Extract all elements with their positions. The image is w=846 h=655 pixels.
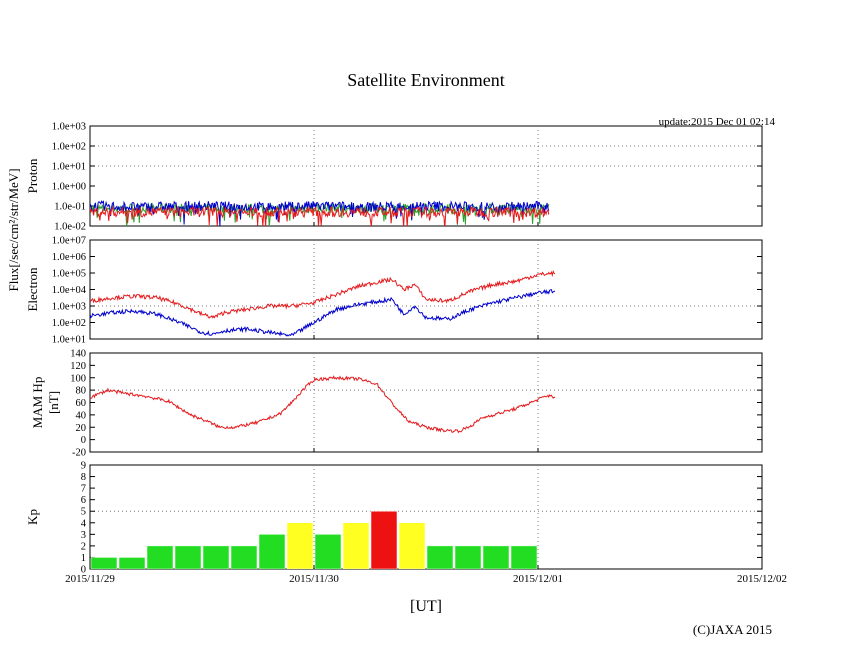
y-tick-label: 1 — [81, 553, 86, 564]
y-tick-label: 3 — [81, 530, 86, 541]
x-tick-label: 2015/11/30 — [289, 573, 339, 585]
kp-bar — [314, 534, 342, 569]
series-electron-high — [90, 288, 556, 337]
y-tick-label: 1.0e+01 — [52, 335, 86, 346]
panel-frame — [89, 464, 763, 570]
update-timestamp: update:2015 Dec 01 02:14 — [659, 116, 776, 128]
y-tick-label: 5 — [81, 507, 86, 518]
copyright-text: (C)JAXA 2015 — [693, 622, 772, 637]
y-axis-label: Proton — [25, 158, 40, 193]
y-tick-label: 9 — [81, 461, 86, 472]
y-tick-label: 1.0e+06 — [52, 252, 86, 263]
y-tick-label: 40 — [76, 410, 87, 421]
y-tick-label: 1.0e+01 — [52, 162, 86, 173]
y-tick-label: 6 — [81, 495, 86, 506]
panel-electron: 1.0e+01 1.0e+02 1.0e+03 1.0e+04 1.0e+05 1.0e+… — [25, 236, 763, 346]
kp-bar — [146, 545, 174, 569]
y-tick-label: 8 — [81, 472, 86, 483]
y-tick-label: 2 — [81, 541, 86, 552]
y-tick-label: 7 — [81, 484, 86, 495]
kp-bar — [398, 522, 426, 569]
panel-data — [90, 510, 538, 569]
y-axis-unit-label: [nT] — [46, 391, 61, 414]
kp-bar — [426, 545, 454, 569]
y-tick-label: 0 — [81, 435, 86, 446]
kp-bar — [230, 545, 258, 569]
y-tick-label: 0 — [81, 565, 86, 576]
kp-bar — [370, 510, 398, 569]
panel-data — [90, 200, 550, 226]
flux-axis-label: Flux[/sec/cm²/str/MeV] — [6, 168, 21, 291]
y-tick-label: 1.0e+03 — [52, 122, 86, 133]
kp-bar — [118, 557, 146, 569]
panel-frame — [89, 352, 763, 453]
y-tick-label: 140 — [70, 349, 86, 360]
panel-frame — [89, 239, 763, 340]
y-tick-label: 120 — [70, 361, 86, 372]
x-tick-label: 2015/12/02 — [737, 573, 787, 585]
y-tick-label: 1.0e-02 — [54, 222, 86, 233]
series-proton-mid — [90, 200, 550, 226]
kp-bar — [258, 534, 286, 569]
kp-bar — [454, 545, 482, 569]
chart-panels: 1.0e-021.0e-011.0e+001.0e+011.0e+021.0e+… — [25, 122, 787, 586]
series-electron-low — [90, 269, 556, 319]
y-axis-label: MAM Hp — [30, 377, 45, 429]
panel-data — [90, 269, 556, 337]
series-hp — [90, 375, 556, 434]
kp-bar — [202, 545, 230, 569]
x-axis-label: [UT] — [410, 598, 442, 615]
y-tick-label: 1.0e-01 — [54, 202, 86, 213]
panel-proton: 1.0e-02 1.0e-01 1.0e+00 1.0e+01 1.0e+02 1.0e+… — [25, 122, 763, 233]
kp-bar — [174, 545, 202, 569]
series-proton-high — [90, 205, 550, 226]
panel-frame — [89, 125, 763, 227]
y-axis-label: Electron — [25, 267, 40, 312]
y-tick-label: 1.0e+03 — [52, 302, 86, 313]
y-tick-label: 80 — [76, 386, 87, 397]
kp-bar — [90, 557, 118, 569]
y-tick-label: -20 — [72, 448, 86, 459]
kp-bar — [342, 522, 370, 569]
y-tick-label: 4 — [81, 518, 87, 529]
y-tick-label: 100 — [70, 373, 86, 384]
x-tick-label: 2015/12/01 — [513, 573, 563, 585]
y-tick-label: 1.0e+04 — [52, 285, 87, 296]
y-tick-label: 1.0e+00 — [52, 182, 86, 193]
y-tick-label: 1.0e+07 — [52, 236, 86, 247]
y-axis-label: Kp — [25, 509, 40, 525]
kp-bar — [510, 545, 538, 569]
kp-bar — [482, 545, 510, 569]
y-tick-label: 20 — [76, 423, 87, 434]
panel-data — [90, 375, 556, 434]
y-tick-label: 1.0e+02 — [52, 318, 86, 329]
chart-title: Satellite Environment — [347, 70, 504, 90]
x-tick-label: 2015/11/29 — [65, 573, 115, 585]
y-tick-label: 1.0e+02 — [52, 142, 86, 153]
y-tick-label: 60 — [76, 398, 87, 409]
y-tick-label: 1.0e+05 — [52, 269, 86, 280]
kp-bar — [286, 522, 314, 569]
